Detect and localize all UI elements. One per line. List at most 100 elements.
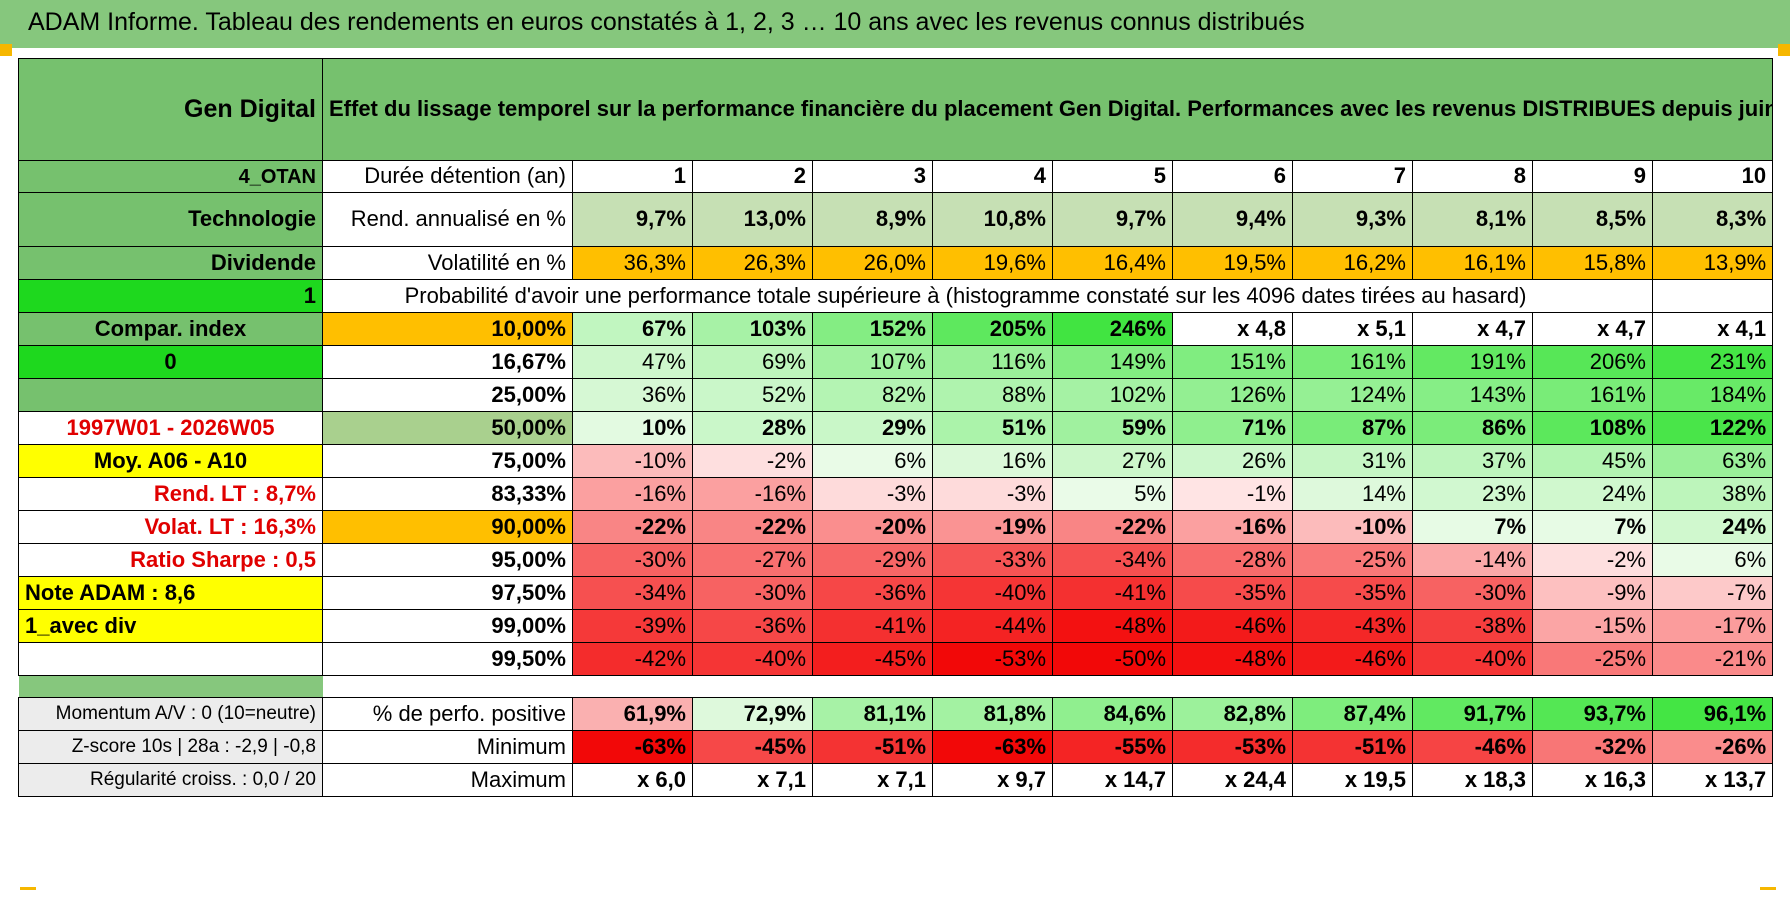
stat-value: 87,4% — [1292, 697, 1413, 731]
prob-value: x 4,7 — [1532, 312, 1653, 346]
prob-value: -28% — [1172, 543, 1293, 577]
prob-header-row: 1 Probabilité d'avoir une performance tot… — [18, 279, 1774, 313]
prob-row: Ratio Sharpe : 0,5 95,00% -30% -27% -29% -33%… — [18, 543, 1774, 577]
stat-value: -53% — [1172, 730, 1293, 764]
rend-value: 8,9% — [812, 192, 933, 247]
vol-value: 26,0% — [812, 246, 933, 280]
prob-value: 51% — [932, 411, 1053, 445]
prob-value: -16% — [692, 477, 813, 511]
prob-value: 122% — [1651, 411, 1774, 445]
row-label: Rend. annualisé en % — [322, 192, 573, 247]
prob-value: -40% — [932, 576, 1053, 610]
prob-value: 102% — [1052, 378, 1173, 412]
prob-value: -3% — [932, 477, 1053, 511]
prob-value: -53% — [932, 642, 1053, 676]
side-info: Moy. A06 - A10 — [18, 444, 323, 478]
blank-cell — [1532, 279, 1653, 313]
stat-value: -32% — [1532, 730, 1653, 764]
side-info — [18, 642, 323, 676]
fund-name: Gen Digital — [18, 58, 323, 161]
prob-value: -29% — [812, 543, 933, 577]
rend-value: 9,3% — [1292, 192, 1413, 247]
vol-value: 19,6% — [932, 246, 1053, 280]
page-marker — [20, 887, 36, 890]
prob-value: 26% — [1172, 444, 1293, 478]
stat-value: x 18,3 — [1412, 763, 1533, 797]
prob-value: 69% — [692, 345, 813, 379]
stat-value: -55% — [1052, 730, 1173, 764]
side-sector: Technologie — [18, 192, 323, 247]
prob-value: 71% — [1172, 411, 1293, 445]
row-label: Durée détention (an) — [322, 160, 573, 193]
prob-row: Compar. index 10,00% 67% 103% 152% 205% 246% x … — [18, 312, 1774, 346]
prob-value: -30% — [692, 576, 813, 610]
prob-value: 23% — [1412, 477, 1533, 511]
stat-value: 72,9% — [692, 697, 813, 731]
prob-value: 47% — [572, 345, 693, 379]
rend-value: 9,7% — [572, 192, 693, 247]
prob-value: -41% — [812, 609, 933, 643]
duration-year: 8 — [1412, 160, 1533, 193]
prob-value: -45% — [812, 642, 933, 676]
prob-value: -17% — [1651, 609, 1774, 643]
duration-year: 2 — [692, 160, 813, 193]
corner-marker — [1778, 44, 1790, 56]
stat-value: -46% — [1412, 730, 1533, 764]
gap-row — [18, 675, 1773, 698]
prob-value: -2% — [1532, 543, 1653, 577]
prob-row: Moy. A06 - A10 75,00% -10% -2% 6% 16% 27% 26% 31… — [18, 444, 1774, 478]
duration-year: 10 — [1651, 160, 1774, 193]
prob-value: 82% — [812, 378, 933, 412]
prob-value: -39% — [572, 609, 693, 643]
stat-value: -51% — [812, 730, 933, 764]
stat-row: Régularité croiss. : 0,0 / 20 Maximum x 6,… — [18, 763, 1774, 797]
prob-value: 6% — [812, 444, 933, 478]
prob-value: -21% — [1651, 642, 1774, 676]
rend-value: 10,8% — [932, 192, 1053, 247]
side-info — [18, 378, 323, 412]
prob-value: -1% — [1172, 477, 1293, 511]
prob-value: -25% — [1292, 543, 1413, 577]
stat-value: x 7,1 — [812, 763, 933, 797]
vol-value: 15,8% — [1532, 246, 1653, 280]
prob-value: -22% — [692, 510, 813, 544]
prob-value: x 4,7 — [1412, 312, 1533, 346]
prob-value: -50% — [1052, 642, 1173, 676]
prob-value: 10% — [572, 411, 693, 445]
prob-value: -15% — [1532, 609, 1653, 643]
prob-value: 161% — [1292, 345, 1413, 379]
prob-value: -7% — [1651, 576, 1774, 610]
prob-row: 1_avec div 99,00% -39% -36% -41% -44% -48% -46%… — [18, 609, 1774, 643]
prob-value: 126% — [1172, 378, 1293, 412]
prob-value: -42% — [572, 642, 693, 676]
prob-value: -20% — [812, 510, 933, 544]
prob-value: 52% — [692, 378, 813, 412]
prob-row: 99,50% -42% -40% -45% -53% -50% -48% -46% -40% -2… — [18, 642, 1774, 676]
prob-value: 161% — [1532, 378, 1653, 412]
spacer — [323, 676, 1773, 698]
prob-value: -2% — [692, 444, 813, 478]
prob-value: 6% — [1651, 543, 1774, 577]
prob-value: -34% — [1052, 543, 1173, 577]
vol-value: 13,9% — [1651, 246, 1774, 280]
prob-value: 38% — [1651, 477, 1774, 511]
side-stat: Z-score 10s | 28a : -2,9 | -0,8 — [18, 730, 323, 764]
page-marker — [1760, 887, 1776, 890]
report-description: Effet du lissage temporel sur la perform… — [321, 58, 1774, 161]
prob-value: -22% — [572, 510, 693, 544]
percentile: 83,33% — [322, 477, 573, 511]
side-info: Volat. LT : 16,3% — [18, 510, 323, 544]
stat-value: 81,8% — [932, 697, 1053, 731]
prob-value: -14% — [1412, 543, 1533, 577]
prob-value: -48% — [1052, 609, 1173, 643]
prob-value: 191% — [1412, 345, 1533, 379]
report-title: ADAM Informe. Tableau des rendements en … — [28, 8, 1305, 36]
prob-value: -22% — [1052, 510, 1173, 544]
side-flag: 1 — [18, 279, 323, 313]
stat-value: x 24,4 — [1172, 763, 1293, 797]
percentile: 99,00% — [322, 609, 573, 643]
prob-value: -35% — [1172, 576, 1293, 610]
prob-value: 27% — [1052, 444, 1173, 478]
stat-row: Momentum A/V : 0 (10=neutre)% de perfo. … — [18, 697, 1774, 731]
stat-value: 93,7% — [1532, 697, 1653, 731]
